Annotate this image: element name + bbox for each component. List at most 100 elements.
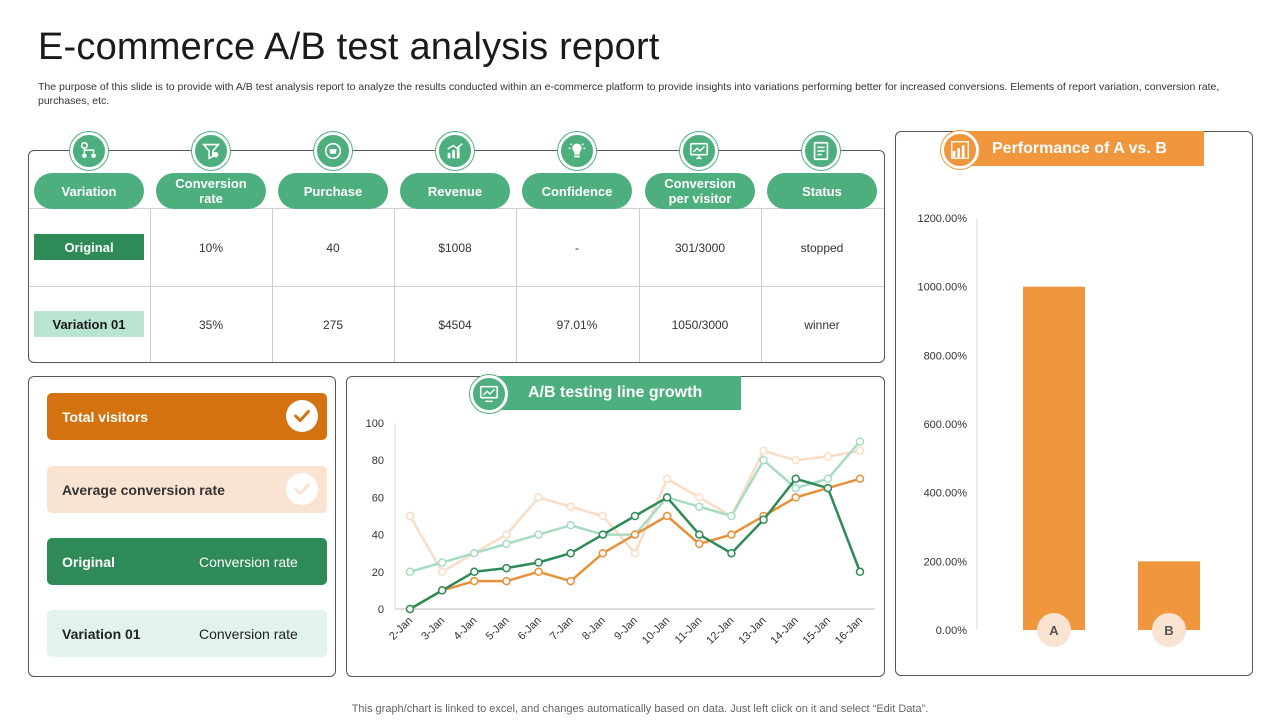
bar: [1023, 286, 1085, 630]
category-badge: [1037, 613, 1071, 647]
header-status: Status: [767, 173, 877, 209]
variation-icon: [70, 132, 108, 170]
header-revenue: Revenue: [400, 173, 510, 209]
table-cell: $4504: [438, 318, 472, 332]
chart-monitor-icon: [470, 375, 508, 413]
data-point: [727, 548, 736, 558]
x-tick-label: 12-Jan: [704, 615, 736, 647]
x-tick-label: 4-Jan: [451, 615, 479, 643]
table-divider: [29, 286, 884, 287]
confidence-icon: [558, 132, 596, 170]
y-tick-label: 400.00%: [924, 488, 968, 500]
x-tick-label: 3-Jan: [419, 615, 447, 643]
table-cell: 301/3000: [674, 241, 726, 255]
legend-panel: [28, 376, 336, 677]
legend-sublabel: Conversion rate: [199, 553, 298, 570]
data-point: [662, 511, 672, 521]
check-icon: [286, 473, 318, 505]
data-point: [759, 446, 768, 456]
x-tick-label: 9-Jan: [612, 615, 640, 643]
data-point: [405, 567, 415, 577]
table-cell: 10%: [198, 241, 224, 255]
data-point: [502, 576, 511, 586]
line-chart: 0 20 40 60 80 100 2-Jan 3-Jan 4-Jan 5-Jan 6-Jan 7-J…: [366, 418, 875, 647]
data-point: [598, 511, 608, 521]
data-point: [727, 530, 736, 539]
data-point: [437, 567, 447, 577]
data-point: [470, 567, 479, 577]
row-label-original: Original: [34, 234, 144, 260]
table-divider: [394, 208, 395, 362]
legend-average-conversion-rate: Average conversion rate: [47, 466, 327, 513]
bar-chart-icon: [941, 131, 979, 169]
data-point: [534, 567, 543, 577]
data-point: [470, 548, 479, 558]
revenue-icon: [436, 132, 474, 170]
x-tick-label: 5-Jan: [484, 615, 512, 643]
legend-label: Average conversion rate: [62, 481, 225, 498]
table-divider: [272, 208, 273, 362]
data-point: [598, 530, 608, 539]
table-cell: 275: [322, 318, 344, 332]
data-point: [502, 530, 511, 539]
data-point: [630, 511, 640, 521]
data-point: [855, 474, 865, 484]
data-point: [823, 452, 833, 461]
data-point: [566, 502, 575, 511]
y-tick-label: 800.00%: [924, 350, 968, 362]
data-point: [791, 455, 800, 465]
x-tick-label: 16-Jan: [833, 615, 865, 647]
x-tick-label: 14-Jan: [769, 615, 801, 647]
y-tick-label: 0.00%: [936, 625, 967, 637]
data-point: [855, 446, 865, 456]
data-point: [534, 530, 543, 539]
data-point: [437, 586, 447, 595]
table-cell: 40: [326, 241, 340, 255]
table-cell: -: [575, 241, 579, 255]
data-point: [727, 511, 736, 521]
header-conversion-rate: Conversion rate: [156, 173, 266, 209]
table-cell: 97.01%: [556, 318, 598, 332]
data-point: [598, 548, 608, 558]
data-point: [566, 521, 575, 530]
data-point: [662, 493, 672, 502]
data-point: [630, 530, 640, 539]
status-icon: [802, 132, 840, 170]
legend-sublabel: Conversion rate: [199, 625, 298, 642]
data-point: [791, 474, 800, 484]
x-tick-label: 10-Jan: [640, 615, 672, 647]
table-divider: [516, 208, 517, 362]
legend-label: Total visitors: [62, 408, 149, 425]
y-tick-label: 0: [378, 604, 384, 616]
header-confidence: Confidence: [522, 173, 632, 209]
data-point: [823, 483, 833, 493]
table-cell: $1008: [438, 241, 472, 255]
x-tick-label: 11-Jan: [673, 615, 705, 647]
category-badge: [1152, 613, 1186, 647]
category-label: B: [1164, 623, 1173, 638]
legend-label: Variation 01: [62, 625, 141, 642]
data-point: [695, 502, 704, 511]
funnel-icon: [192, 132, 230, 170]
data-point: [823, 474, 833, 484]
x-tick-label: 7-Jan: [548, 615, 576, 643]
data-point: [791, 493, 800, 502]
data-point: [437, 558, 447, 567]
data-point: [566, 576, 575, 586]
y-tick-label: 1200.00%: [917, 213, 967, 225]
x-tick-label: 15-Jan: [801, 615, 833, 647]
bar-chart-title: Performance of A vs. B: [960, 131, 1204, 166]
data-point: [695, 530, 704, 539]
data-point: [534, 493, 543, 502]
data-point: [502, 563, 511, 573]
line-chart-title: A/B testing line growth: [488, 376, 741, 410]
table-cell: 1050/3000: [671, 318, 729, 332]
table-cell: stopped: [800, 241, 844, 255]
footer-note: This graph/chart is linked to excel, and…: [351, 703, 929, 715]
data-point: [534, 558, 543, 567]
y-tick-label: 600.00%: [924, 419, 968, 431]
header-variation: Variation: [34, 173, 144, 209]
data-point: [405, 604, 415, 614]
legend-total-visitors: Total visitors: [47, 393, 327, 440]
page-title: E-commerce A/B test analysis report: [38, 26, 660, 68]
